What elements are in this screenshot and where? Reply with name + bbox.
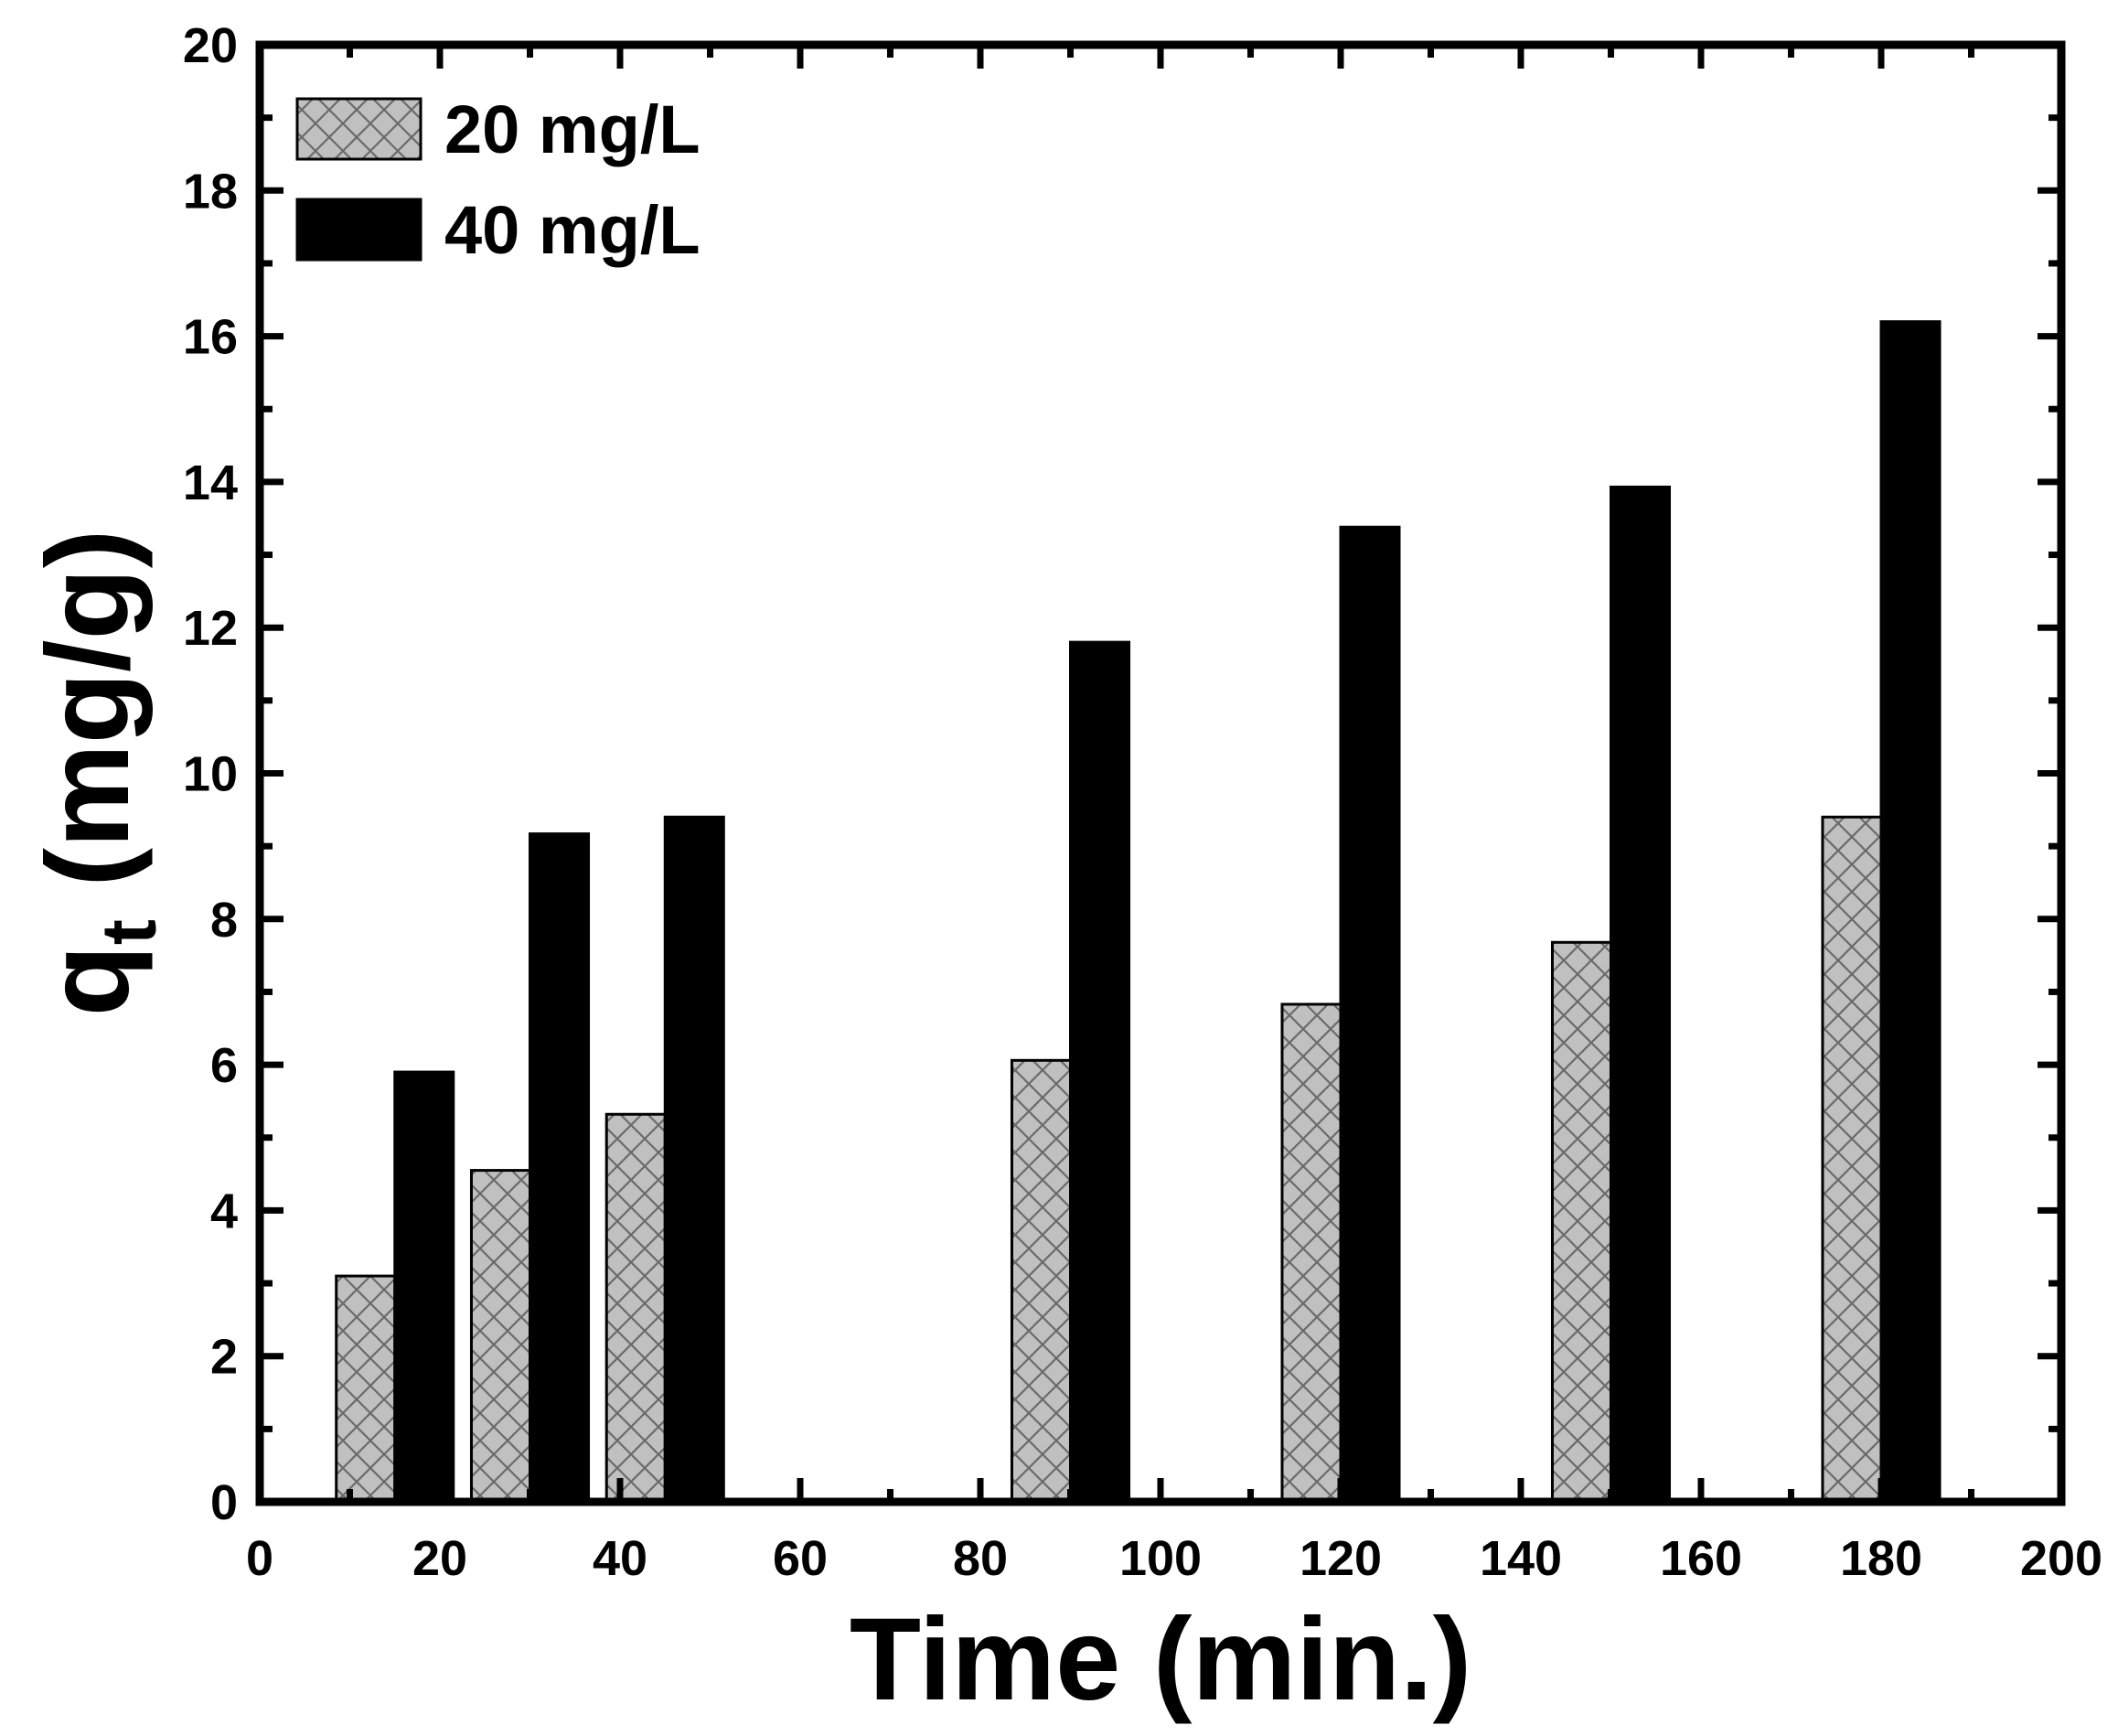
x-tick-label-200: 200 xyxy=(2020,1531,2102,1586)
y-tick-label-12: 12 xyxy=(183,601,238,656)
y-tick-label-4: 4 xyxy=(210,1184,238,1238)
x-tick-label-60: 60 xyxy=(773,1531,828,1586)
x-tick-label-100: 100 xyxy=(1119,1531,1202,1586)
x-tick-label-40: 40 xyxy=(593,1531,647,1586)
y-axis-title-main: q xyxy=(23,945,154,1016)
legend-label-20mgl: 20 mg/L xyxy=(444,91,701,167)
bar-20mgl-t45 xyxy=(604,1112,667,1504)
x-tick-label-80: 80 xyxy=(953,1531,1008,1586)
y-tick-label-2: 2 xyxy=(210,1330,238,1385)
bar-20mgl-t90 xyxy=(1010,1058,1072,1504)
y-tick-labels: 0 2 4 6 8 10 12 14 16 18 20 xyxy=(183,18,238,1530)
y-tick-label-8: 8 xyxy=(210,893,238,948)
x-axis-title: Time (min.) xyxy=(850,1594,1471,1725)
bar-20mgl-t120 xyxy=(1280,1002,1342,1504)
legend: 20 mg/L 40 mg/L xyxy=(295,91,701,268)
x-tick-label-140: 140 xyxy=(1480,1531,1562,1586)
x-tick-label-160: 160 xyxy=(1660,1531,1742,1586)
y-tick-label-0: 0 xyxy=(210,1475,238,1530)
y-axis-title-unit: (mg/g) xyxy=(23,530,154,920)
x-tick-labels: 0 20 40 60 80 100 120 140 160 180 200 xyxy=(246,1531,2102,1586)
x-tick-label-20: 20 xyxy=(412,1531,467,1586)
bar-20mgl-t180 xyxy=(1821,815,1883,1504)
bar-40mgl-t45 xyxy=(663,815,725,1504)
legend-item-20mgl: 20 mg/L xyxy=(295,91,701,167)
x-tick-label-120: 120 xyxy=(1300,1531,1382,1586)
y-axis-title: qt (mg/g) xyxy=(23,530,172,1017)
y-tick-label-16: 16 xyxy=(183,310,238,365)
plot-frame xyxy=(255,40,2066,1506)
y-tick-label-6: 6 xyxy=(210,1038,238,1093)
bar-40mgl-t180 xyxy=(1879,320,1942,1504)
bar-20mgl-t150 xyxy=(1550,940,1612,1504)
bar-40mgl-t15 xyxy=(393,1070,455,1504)
bars-layer xyxy=(335,320,1942,1504)
legend-swatch-40mgl xyxy=(295,198,423,262)
y-tick-label-10: 10 xyxy=(183,747,238,802)
bar-20mgl-t15 xyxy=(335,1274,397,1504)
y-axis-title-subscript: t xyxy=(86,919,172,945)
legend-label-40mgl: 40 mg/L xyxy=(444,192,701,268)
legend-item-40mgl: 40 mg/L xyxy=(295,192,701,268)
legend-swatch-20mgl xyxy=(295,97,423,161)
x-tick-label-180: 180 xyxy=(1840,1531,1922,1586)
y-tick-label-20: 20 xyxy=(183,18,238,73)
bar-40mgl-t90 xyxy=(1069,640,1131,1504)
bar-40mgl-t120 xyxy=(1339,525,1401,1504)
bar-40mgl-t150 xyxy=(1610,485,1672,1504)
bar-40mgl-t30 xyxy=(529,832,591,1504)
y-tick-label-14: 14 xyxy=(183,455,238,510)
x-tick-label-0: 0 xyxy=(246,1531,273,1586)
svg-text:qt (mg/g): qt (mg/g) xyxy=(23,530,172,1017)
bar-20mgl-t30 xyxy=(469,1169,531,1504)
y-tick-label-18: 18 xyxy=(183,164,238,219)
